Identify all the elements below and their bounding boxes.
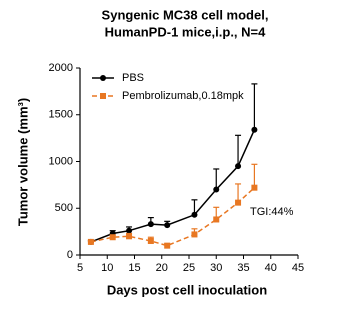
y-tick-label: 500 xyxy=(55,202,73,214)
data-point xyxy=(213,186,220,193)
data-point xyxy=(213,216,220,223)
y-tick-label: 2000 xyxy=(49,62,73,74)
x-tick-label: 40 xyxy=(265,262,277,274)
chart-title: Syngenic MC38 cell model, xyxy=(102,7,269,22)
data-point xyxy=(191,231,198,238)
data-point xyxy=(109,234,116,241)
y-tick-label: 1000 xyxy=(49,155,73,167)
y-tick-label: 1500 xyxy=(49,109,73,121)
x-tick-label: 20 xyxy=(156,262,168,274)
data-point xyxy=(126,227,133,234)
data-point xyxy=(235,199,242,206)
data-point xyxy=(147,221,154,228)
legend-label: PBS xyxy=(122,72,144,84)
annotation: TGI:44% xyxy=(250,206,294,218)
x-tick-label: 35 xyxy=(237,262,249,274)
data-point xyxy=(147,237,154,244)
data-point xyxy=(191,211,198,218)
x-axis-label: Days post cell inoculation xyxy=(107,282,267,297)
data-point xyxy=(164,242,171,249)
x-tick-label: 25 xyxy=(183,262,195,274)
data-point xyxy=(164,222,171,229)
data-point xyxy=(126,233,133,240)
series-line xyxy=(90,187,255,247)
x-tick-label: 45 xyxy=(292,262,304,274)
series-line xyxy=(90,129,256,243)
data-point xyxy=(251,184,258,191)
x-tick-label: 10 xyxy=(101,262,113,274)
x-tick-label: 30 xyxy=(210,262,222,274)
x-tick-label: 5 xyxy=(77,262,83,274)
y-axis-label: Tumor volume (mm³) xyxy=(15,98,30,226)
data-point xyxy=(87,238,94,245)
y-tick-label: 0 xyxy=(67,249,73,261)
data-point xyxy=(235,163,242,170)
data-point xyxy=(251,126,258,133)
x-tick-label: 15 xyxy=(128,262,140,274)
legend-label: Pembrolizumab,0.18mpk xyxy=(122,90,244,102)
legend-marker xyxy=(100,93,106,99)
chart-title: HumanPD-1 mice,i.p., N=4 xyxy=(105,24,267,39)
legend-marker xyxy=(100,75,106,81)
